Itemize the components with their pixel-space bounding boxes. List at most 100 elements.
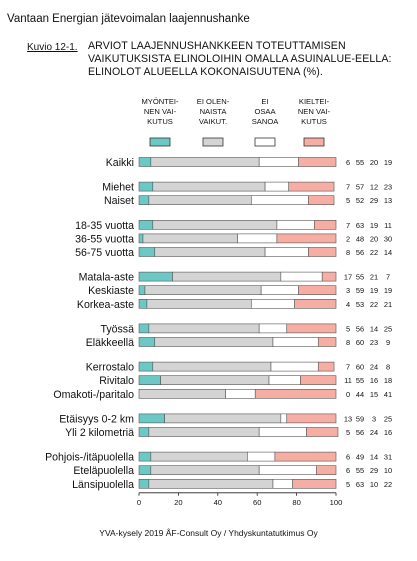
bar-segment-1 xyxy=(138,388,226,399)
category-label: Pohjois-/itäpuolella xyxy=(45,452,134,464)
legend-swatch-2 xyxy=(254,137,276,147)
value-label: 63 xyxy=(356,480,364,489)
bar-segment-3 xyxy=(274,451,337,462)
category-label: Omakoti-/paritalo xyxy=(53,389,134,401)
bar-segment-0 xyxy=(138,451,152,462)
bar-segment-3 xyxy=(286,413,337,424)
bar-segment-2 xyxy=(225,388,256,399)
category-label: Yli 2 kilometriä xyxy=(65,427,134,439)
value-label: 49 xyxy=(356,453,364,462)
value-label: 56 xyxy=(356,248,364,257)
value-label: 5 xyxy=(346,324,350,333)
bar-segment-2 xyxy=(237,233,278,244)
bar-segment-1 xyxy=(148,195,252,205)
legend-swatch-3 xyxy=(303,137,325,147)
value-label: 6 xyxy=(346,453,350,462)
value-label: 11 xyxy=(384,221,392,230)
legend-label-0: MYÖNTEI- xyxy=(141,97,179,106)
value-label: 29 xyxy=(370,196,378,205)
value-label: 25 xyxy=(384,414,392,423)
value-label: 22 xyxy=(384,480,392,489)
bar-segment-1 xyxy=(172,271,282,282)
value-label: 55 xyxy=(356,158,364,167)
value-label: 22 xyxy=(370,248,378,257)
bar-segment-2 xyxy=(276,220,315,230)
x-tick-label: 0 xyxy=(137,498,141,507)
bar-segment-3 xyxy=(308,247,337,257)
bar-segment-1 xyxy=(154,247,266,257)
value-label: 25 xyxy=(384,324,392,333)
bar-segment-3 xyxy=(298,157,337,167)
bar-segment-3 xyxy=(321,271,337,282)
bar-segment-3 xyxy=(276,233,337,244)
value-label: 22 xyxy=(370,300,378,309)
x-tick-label: 40 xyxy=(214,498,222,507)
bar-segment-2 xyxy=(250,195,309,205)
bar-segment-2 xyxy=(264,247,309,257)
bar-segment-3 xyxy=(298,285,337,296)
bar-segment-3 xyxy=(294,298,337,309)
bar-segment-3 xyxy=(288,181,335,192)
bar-segment-0 xyxy=(138,181,154,192)
value-label: 23 xyxy=(370,338,378,347)
value-label: 8 xyxy=(346,338,350,347)
value-label: 57 xyxy=(356,183,364,192)
value-label: 14 xyxy=(370,324,378,333)
bar-segment-3 xyxy=(315,465,337,476)
value-label: 15 xyxy=(370,390,378,399)
value-label: 14 xyxy=(384,248,392,257)
value-label: 56 xyxy=(356,324,364,333)
bar-segment-0 xyxy=(138,220,154,230)
legend-label-3: NEN VAI- xyxy=(298,107,331,116)
figure-label: Kuvio 12-1. xyxy=(27,42,78,53)
bar-segment-1 xyxy=(142,233,238,244)
category-label: Eläkkeellä xyxy=(86,337,134,349)
bar-segment-3 xyxy=(254,388,337,399)
value-label: 7 xyxy=(346,363,350,372)
value-label: 16 xyxy=(384,428,392,437)
value-label: 3 xyxy=(372,414,376,423)
category-label: Korkea-aste xyxy=(77,299,134,311)
value-label: 12 xyxy=(370,183,378,192)
value-label: 21 xyxy=(384,300,392,309)
bar-segment-2 xyxy=(280,271,323,282)
x-tick-label: 20 xyxy=(174,498,182,507)
category-label: Rivitalo xyxy=(99,375,134,387)
bar-segment-3 xyxy=(317,337,337,347)
figure-title: ARVIOT LAAJENNUSHANKKEEN TOTEUTTAMISEN V… xyxy=(88,40,392,78)
category-label: Etäisyys 0-2 km xyxy=(59,413,134,425)
category-label: Naiset xyxy=(104,195,134,207)
value-label: 10 xyxy=(370,480,378,489)
bar-segment-1 xyxy=(152,220,278,230)
value-label: 24 xyxy=(370,363,378,372)
category-label: Eteläpuolella xyxy=(73,465,134,477)
bar-segment-3 xyxy=(306,427,339,437)
bar-segment-1 xyxy=(160,375,270,386)
page-header-title: Vantaan Energian jätevoimalan laajennush… xyxy=(7,13,250,25)
bar-segment-1 xyxy=(164,413,282,424)
value-label: 4 xyxy=(346,300,350,309)
bar-segment-0 xyxy=(138,478,150,489)
bar-segment-1 xyxy=(148,427,260,437)
value-label: 2 xyxy=(346,234,350,243)
bar-segment-0 xyxy=(138,271,173,282)
bar-segment-0 xyxy=(138,285,146,296)
value-label: 48 xyxy=(356,234,364,243)
value-label: 5 xyxy=(346,428,350,437)
legend-label-1: NAISTA xyxy=(200,107,228,116)
value-label: 8 xyxy=(386,363,390,372)
value-label: 18 xyxy=(384,376,392,385)
bar-segment-1 xyxy=(148,323,260,334)
legend-label-0: KUTUS xyxy=(147,117,173,126)
legend-label-3: KIELTEI- xyxy=(299,97,330,106)
category-label: Kerrostalo xyxy=(86,362,134,374)
bar-segment-2 xyxy=(258,323,288,334)
legend-label-3: KUTUS xyxy=(301,117,327,126)
bar-segment-3 xyxy=(300,375,337,386)
value-label: 21 xyxy=(370,273,378,282)
bar-segment-3 xyxy=(292,478,337,489)
value-label: 7 xyxy=(386,273,390,282)
value-label: 52 xyxy=(356,196,364,205)
value-label: 6 xyxy=(346,158,350,167)
